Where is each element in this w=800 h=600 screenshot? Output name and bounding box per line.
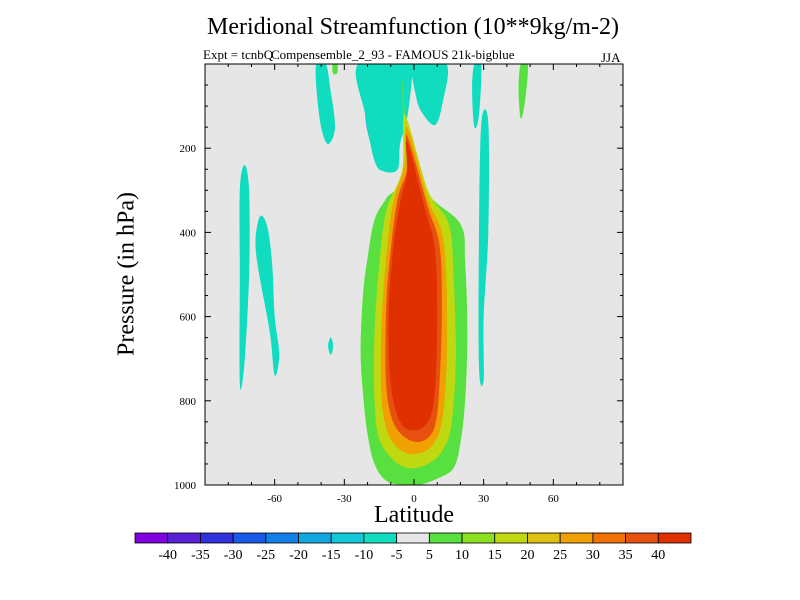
- colorbar-swatch: [363, 532, 398, 544]
- region-northern-upper-cell-outer: [412, 64, 449, 126]
- region-southern-cell-outer: [355, 64, 416, 173]
- colorbar-label: -35: [191, 548, 210, 563]
- x-tick-label: -60: [267, 493, 282, 505]
- colorbar-label: 25: [553, 548, 567, 563]
- colorbar-label: 5: [426, 548, 433, 563]
- colorbar-swatch: [494, 532, 528, 544]
- colorbar-swatch: [461, 532, 496, 544]
- x-axis-label: Latitude: [374, 502, 454, 528]
- region-southern-midlat-arm: [255, 215, 280, 377]
- colorbar-swatch: [625, 532, 659, 544]
- region-northern-midlat-band: [478, 109, 490, 387]
- colorbar-label: -30: [224, 548, 243, 563]
- colorbar-label: 20: [520, 548, 534, 563]
- colorbar-swatch: [657, 532, 692, 544]
- region-northern-upper-green: [518, 64, 528, 119]
- colorbar-swatch: [428, 532, 463, 544]
- colorbar-label: 30: [586, 548, 600, 563]
- colorbar-swatch: [527, 532, 561, 544]
- region-hadley-cell-40: [388, 140, 438, 431]
- colorbar-swatch: [200, 532, 234, 544]
- colorbar-label: 15: [488, 548, 502, 563]
- colorbar-swatch: [592, 532, 626, 544]
- x-tick-label: 0: [411, 493, 417, 505]
- colorbar-swatch: [396, 532, 430, 544]
- x-tick-label: 30: [478, 493, 490, 505]
- y-tick-label: 600: [180, 312, 197, 324]
- colorbar-label: -25: [256, 548, 275, 563]
- y-tick-label: 800: [180, 396, 197, 408]
- colorbar-swatch: [559, 532, 594, 544]
- y-tick-label: 1000: [174, 480, 197, 492]
- colorbar-swatch: [265, 532, 299, 544]
- region-southern-midlat-band: [239, 165, 250, 390]
- colorbar-label: -15: [322, 548, 341, 563]
- chart-title: Meridional Streamfunction (10**9kg/m-2): [207, 14, 619, 40]
- experiment-label: Expt = tcnbQ: [203, 47, 274, 62]
- colorbar-swatch: [167, 532, 201, 544]
- region-southern-small-blob: [328, 337, 333, 355]
- colorbar-swatch: [134, 532, 169, 544]
- region-northern-upper-streak: [472, 64, 482, 129]
- x-tick-label: 60: [548, 493, 560, 505]
- colorbar-label: -20: [289, 548, 308, 563]
- y-tick-label: 400: [180, 227, 197, 239]
- x-tick-label: -30: [337, 493, 352, 505]
- colorbar-label: 40: [651, 548, 665, 563]
- y-tick-label: 200: [180, 143, 197, 155]
- region-southern-upper-streak: [315, 64, 336, 144]
- colorbar-label: -40: [158, 548, 177, 563]
- colorbar-swatch: [232, 532, 267, 544]
- experiment-label-overlap: Compensemble_2_93 - FAMOUS 21k-bigblue: [271, 47, 515, 62]
- colorbar-swatch: [298, 532, 332, 544]
- colorbar-swatch: [330, 532, 365, 544]
- colorbar-label: 10: [455, 548, 469, 563]
- season-label: JJA: [601, 50, 621, 65]
- colorbar-label: 35: [619, 548, 633, 563]
- colorbar-label: -10: [355, 548, 374, 563]
- colorbar-label: -5: [391, 548, 403, 563]
- region-southern-upper-green: [332, 64, 338, 75]
